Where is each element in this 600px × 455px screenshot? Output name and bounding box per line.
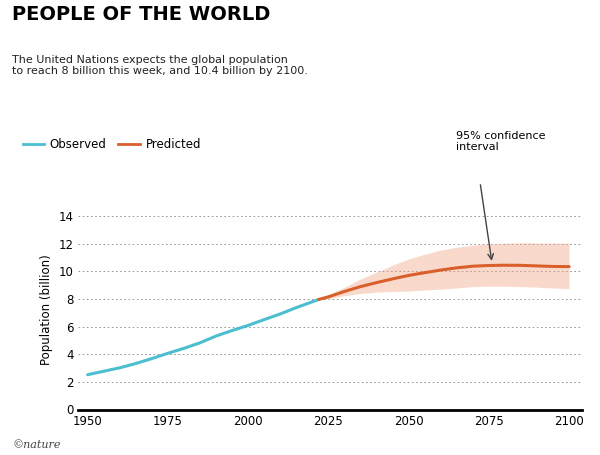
Text: PEOPLE OF THE WORLD: PEOPLE OF THE WORLD xyxy=(12,5,271,24)
Text: The United Nations expects the global population
to reach 8 billion this week, a: The United Nations expects the global po… xyxy=(12,55,308,76)
Text: 95% confidence
interval: 95% confidence interval xyxy=(456,131,545,152)
Legend: Observed, Predicted: Observed, Predicted xyxy=(18,133,206,156)
Text: ©nature: ©nature xyxy=(12,440,61,450)
Y-axis label: Population (billion): Population (billion) xyxy=(40,254,53,365)
